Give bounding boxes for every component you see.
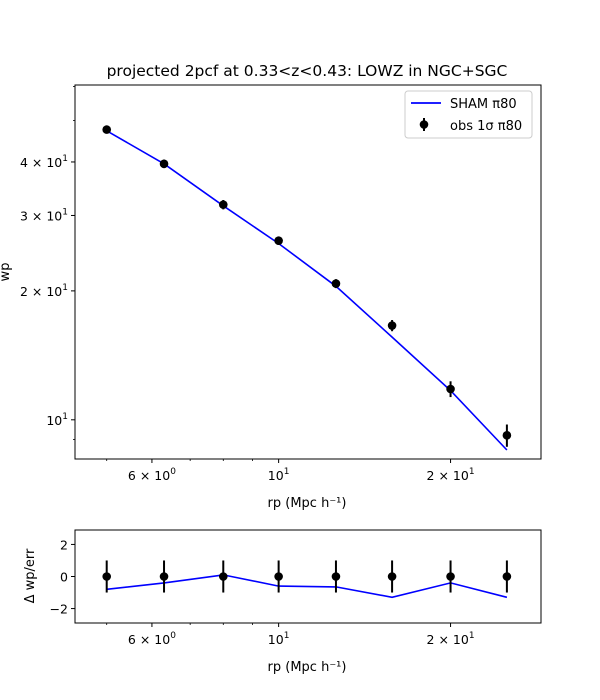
main-plot-frame [74, 84, 542, 460]
x-tick-label: 6 × 100 [128, 467, 176, 483]
residual-data-point [218, 572, 228, 581]
y-tick-label: −2 [50, 602, 68, 617]
chart-title: projected 2pcf at 0.33<z<0.43: LOWZ in N… [107, 62, 508, 80]
residual-data-point [102, 572, 112, 581]
legend-point-swatch [419, 120, 429, 129]
residual-plot-frame [74, 529, 542, 624]
x-tick-label: 101 [268, 467, 290, 483]
residual-model-line [106, 574, 508, 599]
residual-data-point [446, 572, 455, 581]
obs-data-point [331, 279, 341, 288]
main-y-ticks: 101 2 × 101 3 × 101 4 × 101 [20, 86, 75, 440]
residual-x-axis-label: rp (Mpc h⁻¹) [268, 660, 347, 675]
residual-data-point [502, 572, 512, 581]
y-tick-label: 3 × 101 [20, 207, 68, 223]
legend-label-sham: SHAM π80 [450, 97, 517, 112]
main-x-ticks: 6 × 100 101 2 × 101 [106, 459, 475, 483]
y-tick-label: 2 × 101 [20, 283, 68, 299]
residual-y-axis-label: Δ wp/err [23, 548, 38, 603]
obs-data-point [102, 125, 112, 134]
x-tick-label: 101 [268, 631, 290, 647]
residual-data-point [331, 572, 341, 581]
legend-label-obs: obs 1σ π80 [450, 119, 522, 134]
main-data-marks [102, 125, 512, 451]
obs-data-point [446, 384, 455, 394]
residual-data-point [274, 572, 283, 581]
y-tick-label: 101 [46, 412, 68, 428]
main-panel: projected 2pcf at 0.33<z<0.43: LOWZ in N… [0, 62, 542, 511]
y-tick-label: 4 × 101 [20, 154, 68, 170]
residual-panel: 6 × 100 101 2 × 101 −2 0 2 rp (Mpc h⁻¹) Δ wp… [23, 529, 542, 675]
x-tick-label: 2 × 101 [427, 631, 475, 647]
obs-data-point [218, 200, 228, 209]
obs-data-point [274, 236, 283, 245]
x-tick-label: 6 × 100 [128, 631, 176, 647]
residual-data-marks [102, 560, 512, 599]
y-tick-label: 0 [60, 570, 68, 585]
residual-y-ticks: −2 0 2 [50, 537, 75, 617]
x-tick-label: 2 × 101 [427, 467, 475, 483]
sham-model-line [106, 130, 508, 451]
residual-data-point [387, 572, 397, 581]
y-tick-label: 2 [60, 537, 68, 552]
obs-data-point [159, 159, 169, 169]
obs-data-point [387, 321, 397, 330]
residual-x-ticks: 6 × 100 101 2 × 101 [106, 623, 475, 647]
main-y-axis-label: wp [0, 263, 13, 282]
obs-data-point [502, 431, 512, 440]
residual-data-point [159, 572, 169, 581]
legend: SHAM π80 obs 1σ π80 [404, 90, 533, 139]
main-x-axis-label: rp (Mpc h⁻¹) [268, 496, 347, 511]
